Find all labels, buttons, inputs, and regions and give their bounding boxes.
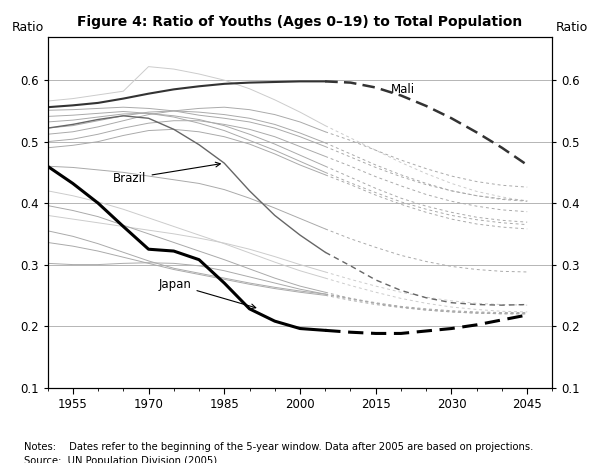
Text: Japan: Japan xyxy=(158,278,256,309)
Text: Mali: Mali xyxy=(391,83,415,96)
Text: Brazil: Brazil xyxy=(113,162,220,185)
Title: Figure 4: Ratio of Youths (Ages 0–19) to Total Population: Figure 4: Ratio of Youths (Ages 0–19) to… xyxy=(77,15,523,29)
Text: Ratio: Ratio xyxy=(12,21,44,34)
Text: Ratio: Ratio xyxy=(556,21,588,34)
Text: Source:  UN Population Division (2005): Source: UN Population Division (2005) xyxy=(24,456,217,463)
Text: Notes:  Dates refer to the beginning of the 5-year window. Data after 2005 are b: Notes: Dates refer to the beginning of t… xyxy=(24,442,533,452)
